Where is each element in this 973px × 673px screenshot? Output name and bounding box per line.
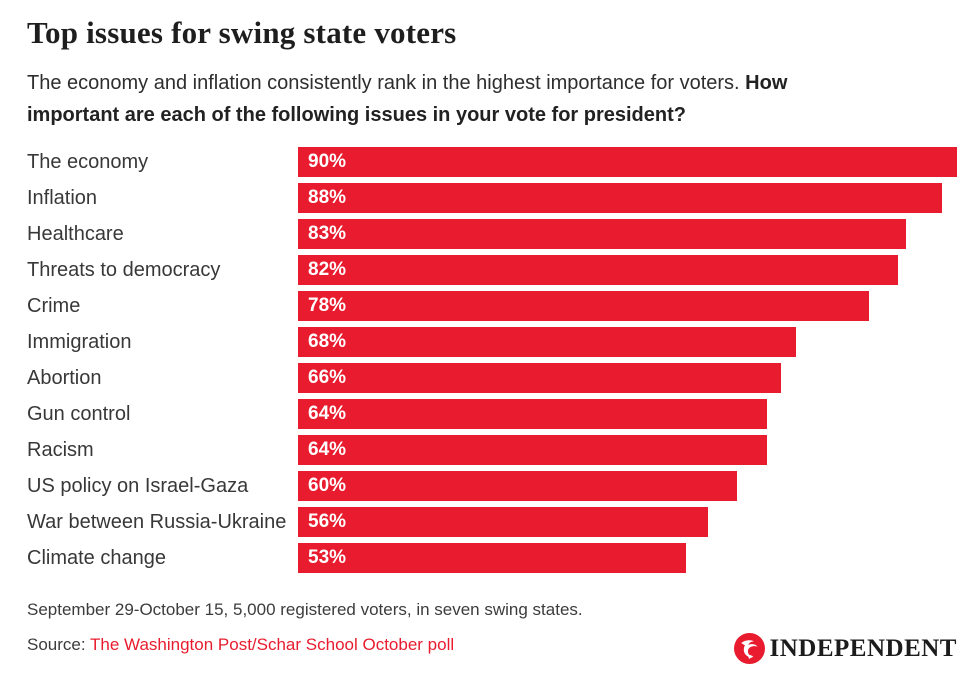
bar-track: 64% — [298, 435, 957, 465]
independent-eagle-icon — [733, 633, 765, 664]
category-label: Gun control — [27, 402, 131, 425]
chart-row: US policy on Israel-Gaza 60% — [27, 471, 957, 501]
subtitle-bold-question-part1: How — [745, 72, 788, 94]
chart-row: Abortion 66% — [27, 363, 957, 393]
bar: 68% — [298, 327, 796, 357]
bar: 56% — [298, 507, 709, 537]
bar-track: 68% — [298, 327, 957, 357]
source-label: Source: — [27, 635, 91, 654]
subtitle-normal-text: The economy and inflation consistently r… — [27, 72, 746, 94]
independent-logo: INDEPENDENT — [733, 633, 957, 664]
bar-track: 60% — [298, 471, 957, 501]
category-label: Racism — [27, 438, 94, 461]
chart-row: Threats to democracy 82% — [27, 255, 957, 285]
chart-row: Racism 64% — [27, 435, 957, 465]
bar-track: 83% — [298, 219, 957, 249]
bar-track: 90% — [298, 147, 957, 177]
chart-row: Inflation 88% — [27, 183, 957, 213]
bar-track: 78% — [298, 291, 957, 321]
chart-row: The economy 90% — [27, 147, 957, 177]
chart-footer: September 29-October 15, 5,000 registere… — [27, 600, 957, 664]
bar: 83% — [298, 219, 906, 249]
source-link[interactable]: The Washington Post/Schar School October… — [90, 635, 455, 654]
chart-subtitle: The economy and inflation consistently r… — [27, 67, 942, 131]
category-label: Inflation — [27, 186, 98, 209]
bar: 82% — [298, 255, 899, 285]
bar-track: 82% — [298, 255, 957, 285]
bar: 90% — [298, 147, 957, 177]
chart-row: Crime 78% — [27, 291, 957, 321]
bar: 64% — [298, 399, 767, 429]
bar-track: 53% — [298, 543, 957, 573]
bar: 53% — [298, 543, 687, 573]
bar-chart: The economy 90% Inflation 88% Healthcare 83% T… — [27, 147, 957, 573]
bar-track: 56% — [298, 507, 957, 537]
bar-track: 66% — [298, 363, 957, 393]
category-label: War between Russia-Ukraine — [27, 510, 287, 533]
bar-track: 64% — [298, 399, 957, 429]
subtitle-bold-question-part2: important are each of the following issu… — [27, 104, 686, 126]
category-label: Climate change — [27, 546, 166, 569]
chart-row: Climate change 53% — [27, 543, 957, 573]
category-label: Immigration — [27, 330, 132, 353]
bar: 78% — [298, 291, 870, 321]
bar: 60% — [298, 471, 738, 501]
methodology-note: September 29-October 15, 5,000 registere… — [27, 600, 583, 619]
page-title: Top issues for swing state voters — [27, 15, 457, 50]
category-label: Abortion — [27, 366, 102, 389]
chart-row: Healthcare 83% — [27, 219, 957, 249]
source-line: Source: The Washington Post/Schar School… — [27, 635, 957, 655]
chart-row: Immigration 68% — [27, 327, 957, 357]
chart-row: Gun control 64% — [27, 399, 957, 429]
category-label: US policy on Israel-Gaza — [27, 474, 249, 497]
chart-row: War between Russia-Ukraine 56% — [27, 507, 957, 537]
category-label: Crime — [27, 294, 81, 317]
category-label: Threats to democracy — [27, 258, 221, 281]
category-label: The economy — [27, 150, 149, 173]
independent-wordmark: INDEPENDENT — [769, 634, 957, 662]
bar: 88% — [298, 183, 943, 213]
category-label: Healthcare — [27, 222, 124, 245]
bar-track: 88% — [298, 183, 957, 213]
bar: 64% — [298, 435, 767, 465]
bar: 66% — [298, 363, 782, 393]
